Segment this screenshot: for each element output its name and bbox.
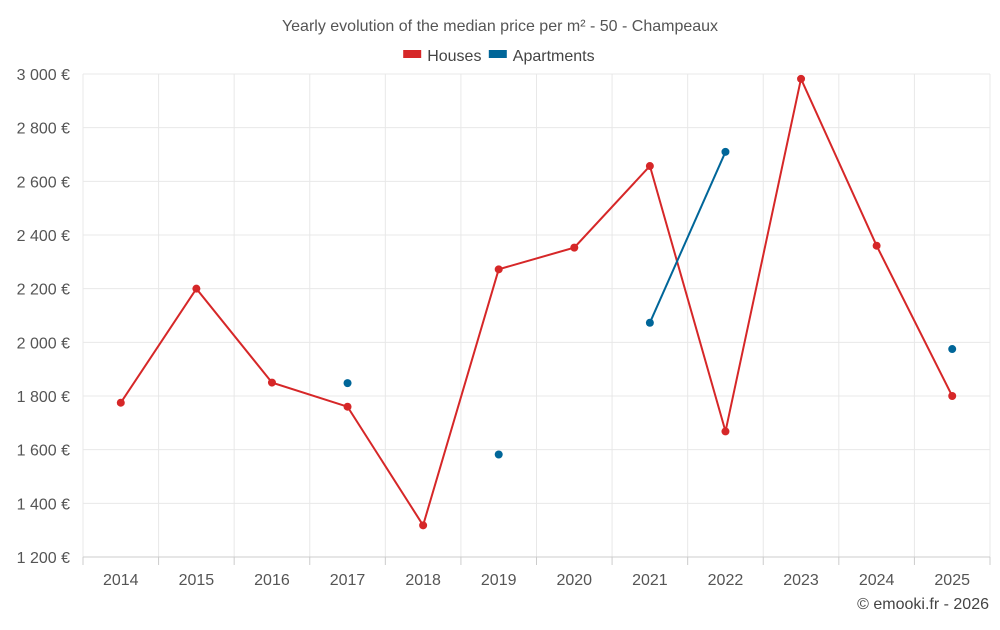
x-tick-label: 2015 xyxy=(179,572,215,589)
data-point-apartments[interactable] xyxy=(343,379,352,388)
y-tick-label: 3 000 € xyxy=(17,67,70,84)
data-point-houses[interactable] xyxy=(797,74,806,83)
y-tick-label: 2 200 € xyxy=(17,282,70,299)
data-point-houses[interactable] xyxy=(343,402,352,411)
data-point-houses[interactable] xyxy=(116,398,125,407)
data-point-apartments[interactable] xyxy=(494,450,503,459)
series-apartments xyxy=(343,147,957,459)
legend-label: Houses xyxy=(427,48,481,65)
y-tick-label: 2 400 € xyxy=(17,228,70,245)
legend-swatch xyxy=(488,50,507,58)
legend: Houses Apartments xyxy=(403,48,595,65)
legend-item-apartments[interactable]: Apartments xyxy=(488,48,595,65)
y-tick-label: 2 800 € xyxy=(17,121,70,138)
y-tick-label: 2 000 € xyxy=(17,335,70,352)
x-tick-label: 2023 xyxy=(783,572,819,589)
y-tick-label: 1 400 € xyxy=(17,496,70,513)
data-point-houses[interactable] xyxy=(645,162,654,171)
x-axis: 2014 2015 2016 2017 2018 2019 2020 2021 2022 2023… xyxy=(82,556,991,589)
x-tick-label: 2017 xyxy=(330,572,366,589)
data-point-houses[interactable] xyxy=(267,378,276,387)
series-line-houses xyxy=(119,75,954,528)
data-point-apartments[interactable] xyxy=(721,147,730,156)
x-tick-label: 2018 xyxy=(405,572,441,589)
data-point-houses[interactable] xyxy=(948,392,957,400)
legend-swatch xyxy=(403,50,422,58)
x-tick-label: 2020 xyxy=(556,572,592,589)
grid-lines xyxy=(82,73,991,558)
data-point-houses[interactable] xyxy=(494,265,503,274)
data-point-apartments[interactable] xyxy=(645,318,654,327)
series-layer xyxy=(116,74,957,530)
x-tick-label: 2024 xyxy=(859,572,895,589)
data-point-houses[interactable] xyxy=(192,284,201,293)
x-tick-label: 2014 xyxy=(103,572,139,589)
series-houses xyxy=(116,74,957,530)
y-tick-label: 1 600 € xyxy=(17,443,70,460)
x-tick-label: 2016 xyxy=(254,572,290,589)
data-point-houses[interactable] xyxy=(721,427,730,436)
data-point-houses[interactable] xyxy=(419,521,428,530)
x-tick-label: 2022 xyxy=(708,572,744,589)
credit-text: © emooki.fr - 2026 xyxy=(857,596,989,613)
chart-title: Yearly evolution of the median price per… xyxy=(282,18,718,35)
data-point-apartments[interactable] xyxy=(948,345,957,354)
y-tick-label: 1 800 € xyxy=(17,389,70,406)
y-axis: 1 200 € 1 400 € 1 600 € 1 800 € 2 000 € 2 200… xyxy=(17,67,70,567)
series-line-apartments xyxy=(648,151,727,324)
y-tick-label: 2 600 € xyxy=(17,174,70,191)
x-tick-label: 2019 xyxy=(481,572,517,589)
x-tick-label: 2025 xyxy=(934,572,970,589)
data-point-houses[interactable] xyxy=(570,243,579,252)
data-point-houses[interactable] xyxy=(872,241,881,250)
legend-item-houses[interactable]: Houses xyxy=(403,48,481,65)
legend-label: Apartments xyxy=(513,48,595,65)
x-tick-label: 2021 xyxy=(632,572,668,589)
y-tick-label: 1 200 € xyxy=(17,550,70,567)
